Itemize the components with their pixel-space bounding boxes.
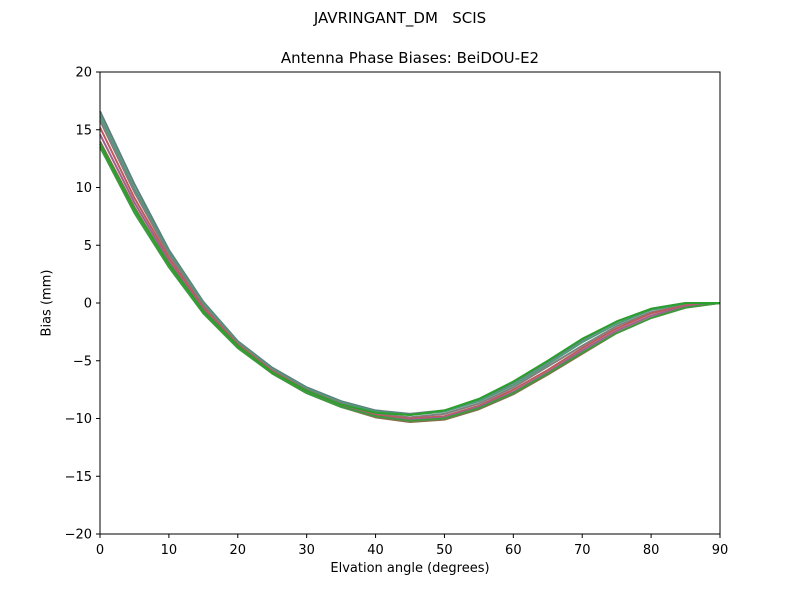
series-layer: [99, 110, 721, 423]
x-tick-label: 20: [230, 543, 247, 558]
x-tick-label: 0: [96, 543, 104, 558]
series-line-3: [99, 120, 721, 419]
series-line-4: [99, 127, 721, 420]
axes-layer: 0 10 20 30 40 50 60 70 80 90 −20 −15 −10 −5 0 5 10 15 20: [65, 66, 729, 559]
x-tick-label: 60: [505, 543, 522, 558]
series-line-2: [99, 115, 721, 417]
y-tick-label: 10: [75, 181, 92, 196]
chart-title: Antenna Phase Biases: BeiDOU-E2: [280, 49, 540, 67]
y-tick-label: 5: [84, 239, 92, 254]
x-tick-label: 30: [298, 543, 315, 558]
series-line-6: [99, 140, 721, 423]
series-line-8: [99, 143, 720, 417]
x-axis-label: Elvation angle (degrees): [330, 561, 490, 576]
y-tick-label: 0: [84, 297, 92, 312]
x-tick-label: 80: [643, 543, 660, 558]
x-tick-label: 70: [574, 543, 591, 558]
x-tick-label: 40: [367, 543, 384, 558]
series-line-5: [99, 133, 721, 421]
y-tick-label: −10: [65, 412, 92, 427]
y-tick-label: 15: [75, 123, 92, 138]
y-tick-label: 20: [75, 66, 92, 81]
x-tick-label: 90: [712, 543, 729, 558]
x-tick-label: 10: [161, 543, 178, 558]
plot-frame: [99, 71, 721, 535]
y-tick-label: −15: [65, 470, 92, 485]
y-tick-label: −5: [73, 354, 92, 369]
y-tick-label: −20: [65, 528, 92, 543]
series-line-1: [99, 110, 720, 415]
figure-suptitle: JAVRINGANT_DM SCIS: [313, 9, 487, 27]
x-tick-label: 50: [436, 543, 453, 558]
series-line-7: [99, 146, 721, 422]
